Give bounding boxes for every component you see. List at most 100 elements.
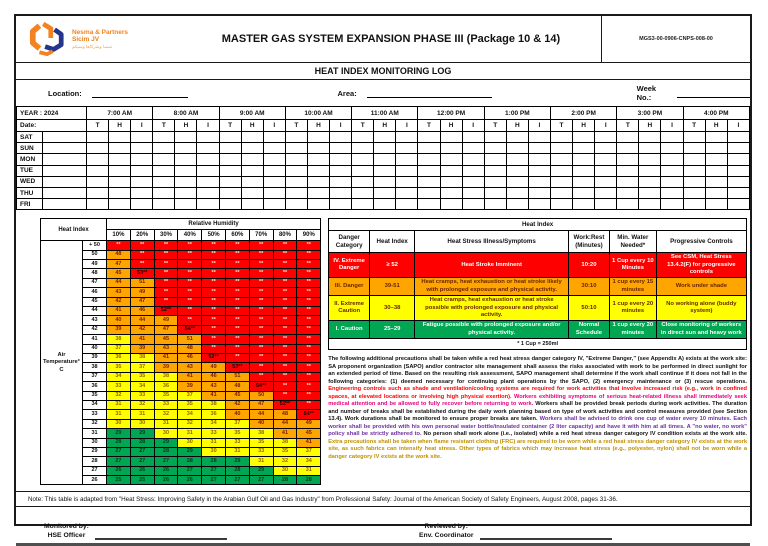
log-entry-cell[interactable] xyxy=(351,198,375,211)
log-entry-cell[interactable] xyxy=(196,164,220,177)
log-entry-cell[interactable] xyxy=(682,198,706,211)
log-entry-cell[interactable] xyxy=(527,142,551,155)
log-entry-cell[interactable] xyxy=(660,164,684,177)
log-entry-cell[interactable] xyxy=(306,175,331,188)
log-entry-cell[interactable] xyxy=(638,130,662,144)
log-entry-cell[interactable] xyxy=(152,164,176,177)
log-entry-cell[interactable] xyxy=(262,164,286,177)
log-entry-cell[interactable] xyxy=(638,164,662,177)
log-entry-cell[interactable] xyxy=(682,130,706,144)
location-input-line[interactable] xyxy=(91,88,188,98)
log-entry-cell[interactable] xyxy=(439,198,463,211)
log-entry-cell[interactable] xyxy=(306,153,331,166)
monitored-signature-line[interactable] xyxy=(94,534,227,541)
log-entry-cell[interactable] xyxy=(218,164,242,177)
date-entry-cell-WED[interactable] xyxy=(41,175,88,188)
log-entry-cell[interactable] xyxy=(660,186,684,200)
week-no-input-line[interactable] xyxy=(676,88,750,98)
log-entry-cell[interactable] xyxy=(395,164,419,177)
log-entry-cell[interactable] xyxy=(395,175,419,188)
log-entry-cell[interactable] xyxy=(549,153,574,166)
log-entry-cell[interactable] xyxy=(527,186,551,200)
log-entry-cell[interactable] xyxy=(174,130,198,144)
log-entry-cell[interactable] xyxy=(549,198,574,211)
log-entry-cell[interactable] xyxy=(572,186,596,200)
log-entry-cell[interactable] xyxy=(174,153,198,166)
log-entry-cell[interactable] xyxy=(660,142,684,155)
log-entry-cell[interactable] xyxy=(638,186,662,200)
reviewed-signature-line[interactable] xyxy=(479,534,612,541)
log-entry-cell[interactable] xyxy=(306,164,331,177)
log-entry-cell[interactable] xyxy=(329,130,353,144)
log-entry-cell[interactable] xyxy=(483,164,507,177)
log-entry-cell[interactable] xyxy=(483,175,507,188)
log-entry-cell[interactable] xyxy=(218,175,242,188)
log-entry-cell[interactable] xyxy=(240,175,264,188)
log-entry-cell[interactable] xyxy=(373,175,397,188)
log-entry-cell[interactable] xyxy=(682,142,706,155)
log-entry-cell[interactable] xyxy=(572,198,596,211)
log-entry-cell[interactable] xyxy=(351,164,375,177)
log-entry-cell[interactable] xyxy=(395,186,419,200)
log-entry-cell[interactable] xyxy=(549,175,574,188)
log-entry-cell[interactable] xyxy=(461,198,485,211)
log-entry-cell[interactable] xyxy=(461,175,485,188)
log-entry-cell[interactable] xyxy=(306,130,331,144)
log-entry-cell[interactable] xyxy=(240,130,264,144)
date-entry-cell-TUE[interactable] xyxy=(41,164,88,177)
log-entry-cell[interactable] xyxy=(704,142,728,155)
log-entry-cell[interactable] xyxy=(152,153,176,166)
log-entry-cell[interactable] xyxy=(108,198,132,211)
date-entry-cell-FRI[interactable] xyxy=(41,198,88,211)
log-entry-cell[interactable] xyxy=(594,186,618,200)
log-entry-cell[interactable] xyxy=(572,164,596,177)
log-entry-cell[interactable] xyxy=(130,142,154,155)
log-entry-cell[interactable] xyxy=(660,130,684,144)
log-entry-cell[interactable] xyxy=(638,142,662,155)
log-entry-cell[interactable] xyxy=(417,130,441,144)
log-entry-cell[interactable] xyxy=(351,130,375,144)
log-entry-cell[interactable] xyxy=(616,164,640,177)
log-entry-cell[interactable] xyxy=(130,164,154,177)
log-entry-cell[interactable] xyxy=(483,198,507,211)
log-entry-cell[interactable] xyxy=(240,198,264,211)
log-entry-cell[interactable] xyxy=(306,198,331,211)
log-entry-cell[interactable] xyxy=(86,164,110,177)
log-entry-cell[interactable] xyxy=(284,186,308,200)
log-entry-cell[interactable] xyxy=(108,186,132,200)
log-entry-cell[interactable] xyxy=(86,186,110,200)
log-entry-cell[interactable] xyxy=(439,142,463,155)
log-entry-cell[interactable] xyxy=(130,153,154,166)
log-entry-cell[interactable] xyxy=(527,153,551,166)
log-entry-cell[interactable] xyxy=(572,130,596,144)
log-entry-cell[interactable] xyxy=(483,142,507,155)
log-entry-cell[interactable] xyxy=(439,175,463,188)
log-entry-cell[interactable] xyxy=(130,130,154,144)
log-entry-cell[interactable] xyxy=(108,142,132,155)
log-entry-cell[interactable] xyxy=(594,175,618,188)
log-entry-cell[interactable] xyxy=(284,153,308,166)
log-entry-cell[interactable] xyxy=(86,198,110,211)
log-entry-cell[interactable] xyxy=(130,198,154,211)
log-entry-cell[interactable] xyxy=(130,186,154,200)
log-entry-cell[interactable] xyxy=(527,198,551,211)
log-entry-cell[interactable] xyxy=(284,164,308,177)
log-entry-cell[interactable] xyxy=(682,153,706,166)
log-entry-cell[interactable] xyxy=(439,164,463,177)
log-entry-cell[interactable] xyxy=(329,175,353,188)
log-entry-cell[interactable] xyxy=(196,130,220,144)
log-entry-cell[interactable] xyxy=(174,198,198,211)
log-entry-cell[interactable] xyxy=(329,153,353,166)
log-entry-cell[interactable] xyxy=(196,198,220,211)
log-entry-cell[interactable] xyxy=(461,186,485,200)
log-entry-cell[interactable] xyxy=(616,153,640,166)
log-entry-cell[interactable] xyxy=(505,153,529,166)
log-entry-cell[interactable] xyxy=(240,142,264,155)
log-entry-cell[interactable] xyxy=(306,142,331,155)
log-entry-cell[interactable] xyxy=(549,130,574,144)
log-entry-cell[interactable] xyxy=(704,186,728,200)
log-entry-cell[interactable] xyxy=(483,153,507,166)
log-entry-cell[interactable] xyxy=(373,164,397,177)
log-entry-cell[interactable] xyxy=(461,130,485,144)
log-entry-cell[interactable] xyxy=(616,175,640,188)
